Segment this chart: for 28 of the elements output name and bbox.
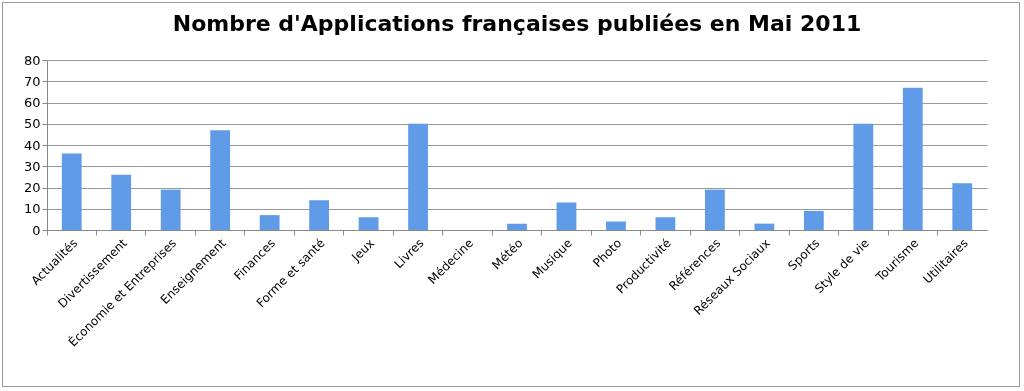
y-tick-label: 50: [23, 116, 41, 132]
bar: [358, 217, 379, 230]
y-tick-label: 20: [23, 180, 41, 195]
y-tick-label: 10: [23, 201, 41, 217]
bar: [655, 217, 676, 230]
bar: [210, 130, 231, 230]
bar: [803, 210, 824, 230]
y-tick-label: 0: [32, 222, 41, 238]
bar: [507, 223, 527, 230]
bar: [902, 87, 923, 230]
bar: [556, 202, 577, 230]
bar: [259, 215, 280, 230]
bar: [952, 183, 973, 230]
y-tick-label: 40: [23, 137, 41, 153]
bar: [754, 223, 775, 230]
bar: [408, 123, 428, 230]
y-tick-label: 70: [23, 73, 41, 89]
bar: [705, 189, 725, 230]
bar: [606, 221, 626, 230]
bar: [111, 174, 132, 230]
bar: [160, 189, 181, 230]
y-tick-label: 80: [23, 52, 41, 68]
bar: [309, 200, 329, 230]
y-tick-label: 30: [23, 158, 41, 174]
bar: [853, 123, 874, 230]
bar: [61, 153, 82, 230]
chart-title: Nombre d'Applications françaises publiées en Mai 2011: [172, 11, 862, 36]
y-tick-label: 60: [23, 95, 41, 110]
